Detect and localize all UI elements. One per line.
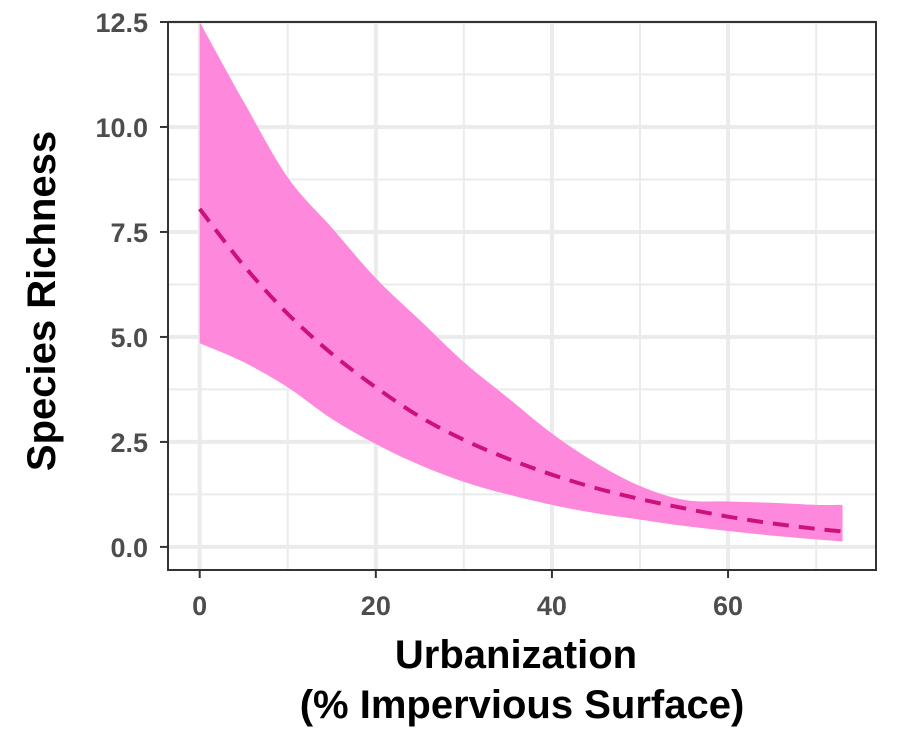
- x-tick-label: 20: [361, 591, 391, 621]
- fitted-line: [198, 207, 843, 534]
- x-tick-label: 60: [713, 591, 743, 621]
- y-axis-ticks: 0.0 2.5 5.0 7.5 10.0 12.5: [95, 8, 168, 563]
- y-tick-label: 7.5: [110, 218, 148, 248]
- x-tick-label: 0: [192, 591, 207, 621]
- y-tick-label: 10.0: [95, 113, 148, 143]
- y-tick-label: 5.0: [110, 323, 148, 353]
- y-axis-title: Species Richness: [20, 131, 64, 471]
- confidence-band: [199, 22, 843, 542]
- y-tick-label: 12.5: [95, 8, 148, 38]
- data-layer: [198, 22, 843, 542]
- x-tick-label: 40: [537, 591, 567, 621]
- x-axis-title-line-1: Urbanization: [395, 633, 637, 677]
- plot-panel-border: [167, 21, 877, 571]
- x-axis-ticks: 0 20 40 60: [192, 570, 743, 621]
- y-tick-label: 2.5: [110, 428, 148, 458]
- x-axis-title-line-2: (% Impervious Surface): [300, 683, 745, 727]
- y-tick-label: 0.0: [110, 533, 148, 563]
- grid-lines: [168, 20, 876, 570]
